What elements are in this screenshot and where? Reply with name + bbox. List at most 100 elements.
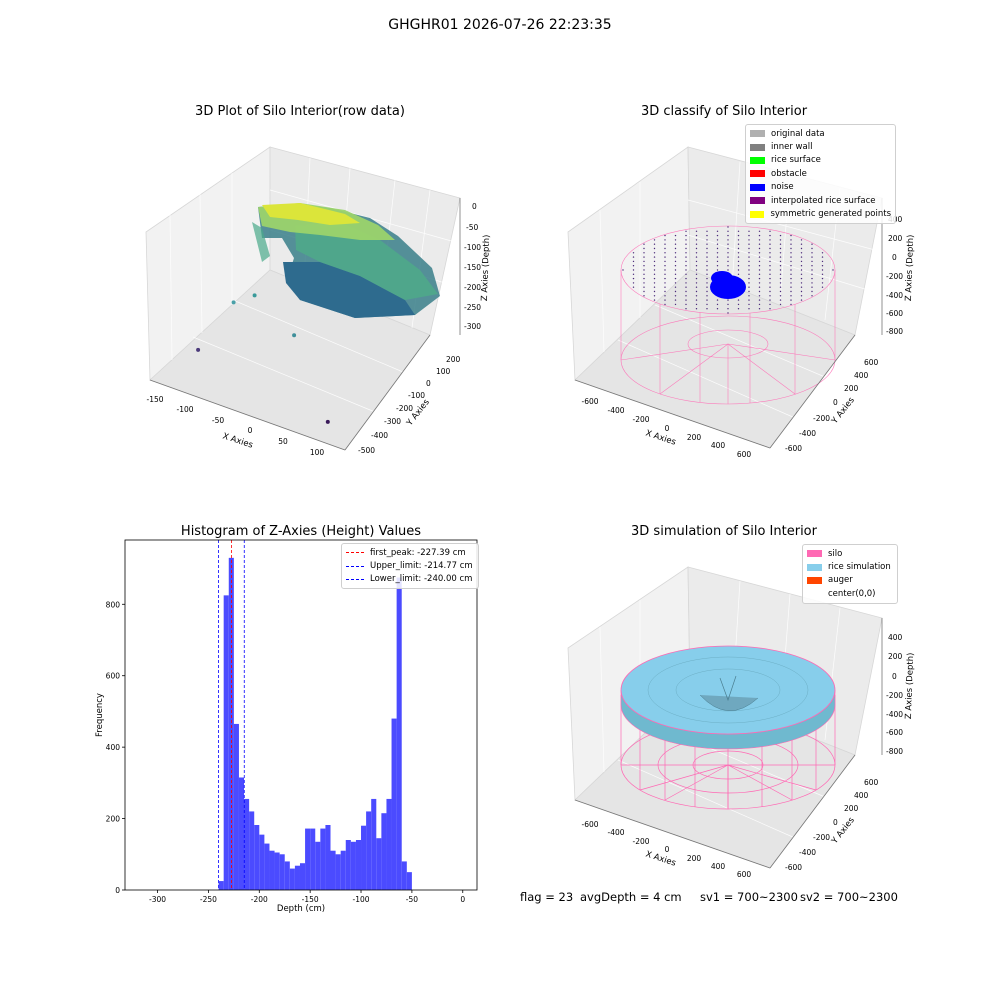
- chart2-grid-dot: [811, 265, 813, 267]
- chart3-ytick: 200: [106, 815, 121, 824]
- chart2-grid-dot: [737, 256, 740, 258]
- chart2-grid-dot: [769, 269, 771, 271]
- chart2-grid-dot: [674, 260, 677, 263]
- histogram-bar: [289, 868, 295, 890]
- chart1-plot: -150 -100 -50 0 50 100 X Axies -500 -400…: [145, 146, 492, 457]
- chart3-legend-label: Lower_limit: -240.00 cm: [370, 574, 473, 585]
- chart2-grid-dot: [727, 299, 729, 301]
- chart1-ytick: 200: [446, 355, 461, 364]
- chart2-grid-dot: [695, 260, 698, 263]
- chart2-grid-dot: [758, 234, 761, 237]
- chart2-grid-dot: [800, 243, 803, 245]
- chart1-ytick: -200: [396, 404, 413, 413]
- chart4-legend-item: auger: [807, 574, 893, 587]
- chart3-plot: -300 -250 -200 -150 -100 -50 0 0 200 400 600 800 D…: [95, 539, 478, 914]
- chart2-grid-dot: [674, 299, 677, 301]
- chart3-legend-swatch: [346, 552, 364, 554]
- chart2-grid-dot: [748, 299, 750, 301]
- chart1-ztick: -50: [466, 223, 478, 232]
- chart3-legend-label: first_peak: -227.39 cm: [370, 547, 466, 558]
- chart2-grid-dot: [643, 247, 645, 250]
- chart2-grid-dot: [758, 243, 761, 245]
- chart2-grid-dot: [695, 299, 698, 301]
- chart2-xtick: 600: [737, 450, 752, 459]
- chart2-grid-dot: [737, 243, 740, 245]
- chart1-ztick: -200: [464, 283, 481, 292]
- chart4-ztick: 0: [892, 672, 897, 681]
- chart2-grid-dot: [643, 265, 645, 267]
- chart2-grid-dot: [706, 234, 708, 237]
- histogram-bar: [305, 828, 311, 890]
- chart2-grid-dot: [737, 269, 740, 271]
- chart1-axis-lines: [149, 198, 461, 451]
- histogram-bar: [264, 843, 270, 890]
- chart2-grid-dot: [769, 243, 771, 245]
- chart2-grid-dot: [685, 299, 687, 301]
- chart2-grid-dot: [674, 273, 677, 275]
- chart1-xticks: -150 -100 -50 0 50 100: [146, 395, 324, 457]
- chart3-legend-item: Lower_limit: -240.00 cm: [346, 573, 474, 586]
- chart3-ytick: 0: [115, 886, 120, 895]
- chart2-grid-dot: [727, 234, 729, 237]
- chart2-grid-dot: [674, 277, 677, 280]
- chart2-zlabel: Z Axies (Depth): [904, 234, 916, 301]
- chart2-grid-dot: [758, 260, 761, 263]
- chart3-frame: [124, 539, 478, 891]
- chart2-grid-dot: [632, 273, 635, 275]
- chart2-grid-dot: [758, 303, 761, 306]
- chart2-grid-dot: [758, 290, 761, 293]
- chart2-grid-dot: [674, 239, 677, 241]
- chart2-grid-dot: [706, 277, 708, 280]
- chart2-grid-dot: [800, 299, 803, 301]
- chart2-grid-dot: [737, 239, 740, 241]
- chart2-grid-dot: [622, 269, 624, 271]
- chart4-xtick: -600: [581, 820, 598, 829]
- chart2-xtick: -600: [581, 397, 598, 406]
- chart2-grid-dot: [632, 286, 635, 288]
- chart2-grid-dot: [821, 286, 824, 288]
- histogram-bar: [233, 723, 239, 890]
- chart2-grid-dot: [716, 269, 719, 271]
- chart2-grid-dot: [800, 239, 803, 241]
- chart4-legend-item: rice simulation: [807, 560, 893, 573]
- chart2-grid-dot: [716, 239, 719, 241]
- chart2-grid-dot: [727, 256, 729, 258]
- chart2-grid-dot: [716, 303, 719, 306]
- chart4-legend-label: center(0,0): [828, 588, 876, 599]
- chart4-zticks: 400 200 0 -200 -400 -600 -800: [886, 633, 903, 756]
- chart2-grid-dot: [706, 273, 708, 275]
- chart4-legend-label: auger: [828, 575, 853, 586]
- chart2-grid-dot: [685, 290, 687, 293]
- chart1-xtick: 0: [248, 426, 253, 435]
- chart2-grid-dot: [664, 265, 666, 267]
- chart2-grid-dot: [685, 256, 687, 258]
- chart2-grid-dot: [758, 256, 761, 258]
- chart1-zlabel: Z Axies (Depth): [480, 234, 492, 301]
- histogram-bar: [279, 854, 285, 890]
- chart2-grid-dot: [664, 290, 666, 293]
- chart2-grid-dot: [748, 308, 750, 310]
- histogram-bar: [350, 841, 356, 890]
- chart2-grid-dot: [769, 252, 771, 254]
- chart2-grid-dot: [685, 269, 687, 271]
- chart2-grid-dot: [737, 299, 740, 301]
- chart2-grid-dot: [748, 247, 750, 250]
- chart2-grid-dot: [653, 256, 656, 258]
- chart2-grid-dot: [737, 252, 740, 254]
- chart2-grid-dot: [632, 256, 635, 258]
- chart4-ytick: -400: [799, 848, 816, 857]
- chart2-grid-dot: [716, 308, 719, 310]
- chart2-grid-dot: [716, 265, 719, 267]
- chart2-grid-dot: [643, 243, 645, 245]
- chart2-grid-dot: [685, 230, 687, 232]
- chart2-grid-dot: [769, 295, 771, 297]
- chart2-legend-label: obstacle: [771, 168, 807, 179]
- chart2-grid-dot: [695, 286, 698, 288]
- chart2-grid-dot: [758, 247, 761, 250]
- histogram-bar: [254, 825, 260, 890]
- chart2-legend-item: noise: [750, 181, 891, 194]
- chart1-ytick: 100: [436, 367, 451, 376]
- chart2-grid-dot: [779, 290, 782, 293]
- histogram-bar: [376, 838, 382, 890]
- histogram-bar: [315, 841, 321, 890]
